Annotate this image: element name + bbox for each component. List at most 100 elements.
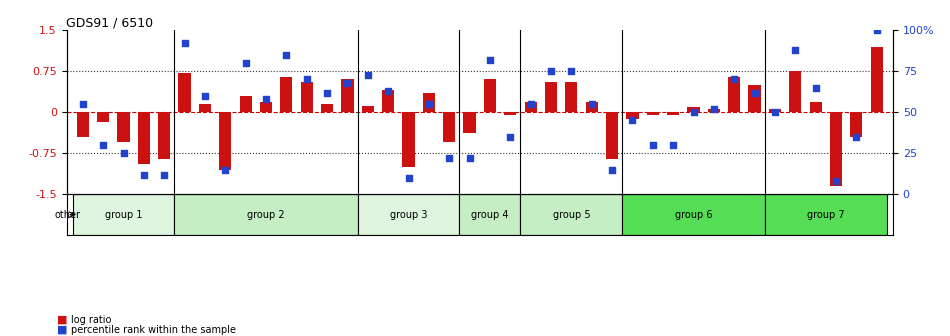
Point: [401, 175, 416, 180]
Text: ■: ■: [57, 325, 67, 335]
Text: group 6: group 6: [674, 210, 712, 220]
Bar: [585, 102, 598, 112]
Point: [299, 77, 314, 82]
Point: [625, 118, 640, 123]
Point: [157, 172, 172, 177]
Bar: [464, 112, 476, 133]
Bar: [524, 102, 537, 112]
Point: [747, 90, 762, 95]
Point: [768, 110, 783, 115]
Text: log ratio: log ratio: [71, 314, 112, 325]
Point: [177, 41, 192, 46]
Text: GDS91 / 6510: GDS91 / 6510: [66, 16, 154, 29]
Point: [727, 77, 742, 82]
Bar: [443, 112, 455, 142]
Point: [808, 85, 824, 90]
Bar: [789, 71, 802, 112]
Point: [136, 172, 151, 177]
Bar: [199, 104, 211, 112]
Point: [319, 90, 334, 95]
Text: group 7: group 7: [807, 210, 845, 220]
Point: [543, 69, 559, 74]
Bar: [219, 112, 232, 170]
Bar: [809, 102, 822, 112]
Bar: [72, 194, 175, 235]
Point: [666, 142, 681, 148]
Bar: [138, 112, 150, 164]
Point: [96, 142, 111, 148]
Text: other: other: [54, 210, 81, 220]
Point: [360, 72, 375, 77]
Point: [848, 134, 864, 139]
Bar: [175, 194, 357, 235]
Point: [706, 106, 721, 112]
Text: percentile rank within the sample: percentile rank within the sample: [71, 325, 237, 335]
Bar: [179, 73, 191, 112]
Bar: [565, 82, 578, 112]
Bar: [77, 112, 89, 137]
Bar: [521, 194, 622, 235]
Bar: [97, 112, 109, 122]
Bar: [423, 93, 435, 112]
Point: [258, 96, 274, 102]
Text: ■: ■: [57, 314, 67, 325]
Bar: [769, 110, 781, 112]
Text: group 1: group 1: [104, 210, 142, 220]
Bar: [647, 112, 659, 115]
Bar: [708, 110, 720, 112]
Point: [278, 52, 294, 57]
Bar: [545, 82, 557, 112]
Point: [686, 110, 701, 115]
Bar: [382, 90, 394, 112]
Bar: [765, 194, 887, 235]
Point: [75, 101, 90, 107]
Bar: [606, 112, 618, 159]
Text: group 2: group 2: [247, 210, 285, 220]
Bar: [362, 106, 374, 112]
Bar: [357, 194, 460, 235]
Bar: [830, 112, 842, 186]
Bar: [749, 85, 761, 112]
Bar: [118, 112, 129, 142]
Point: [503, 134, 518, 139]
Text: group 3: group 3: [390, 210, 428, 220]
Point: [198, 93, 213, 98]
Bar: [688, 107, 699, 112]
Point: [116, 151, 131, 156]
Bar: [321, 104, 333, 112]
Bar: [484, 79, 496, 112]
Point: [788, 47, 803, 53]
Bar: [626, 112, 638, 119]
Bar: [504, 112, 517, 115]
Bar: [300, 82, 313, 112]
Point: [442, 156, 457, 161]
Text: group 4: group 4: [471, 210, 508, 220]
Bar: [870, 47, 883, 112]
Bar: [280, 77, 293, 112]
Point: [381, 88, 396, 94]
Bar: [850, 112, 863, 137]
Bar: [622, 194, 765, 235]
Point: [828, 178, 844, 184]
Point: [238, 60, 254, 66]
Bar: [260, 102, 272, 112]
Point: [483, 57, 498, 62]
Bar: [341, 79, 353, 112]
Point: [218, 167, 233, 172]
Bar: [667, 112, 679, 115]
Point: [421, 101, 436, 107]
Point: [869, 28, 884, 33]
Text: group 5: group 5: [553, 210, 590, 220]
Bar: [460, 194, 521, 235]
Point: [563, 69, 579, 74]
Point: [604, 167, 619, 172]
Bar: [158, 112, 170, 159]
Bar: [239, 96, 252, 112]
Point: [645, 142, 660, 148]
Point: [523, 101, 539, 107]
Point: [340, 80, 355, 85]
Point: [584, 101, 599, 107]
Bar: [728, 77, 740, 112]
Bar: [403, 112, 414, 167]
Point: [462, 156, 477, 161]
